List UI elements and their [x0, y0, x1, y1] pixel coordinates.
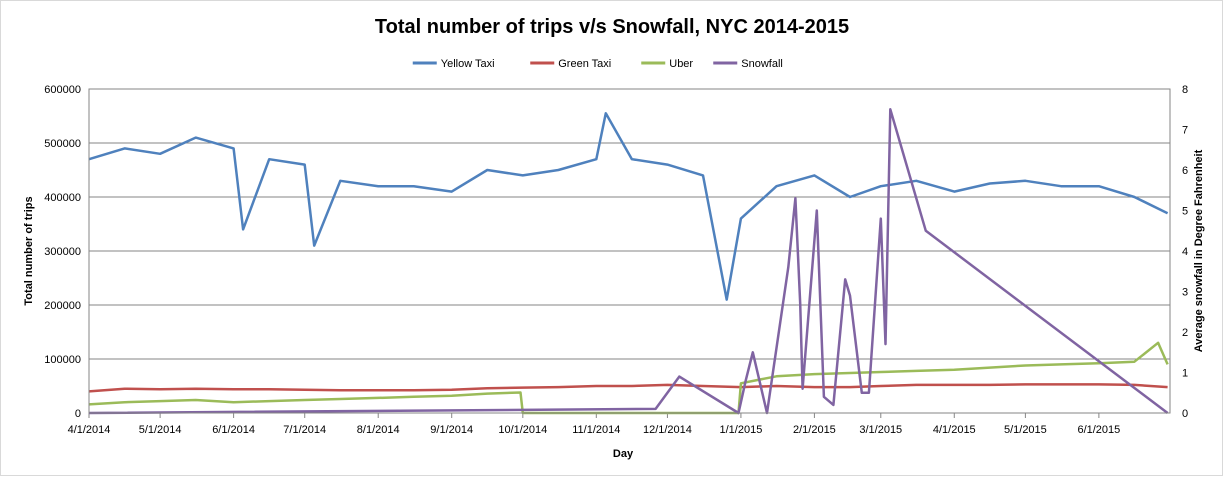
- series-line-yellow-taxi: [88, 112, 1169, 301]
- y-tick-label: 600000: [44, 84, 81, 96]
- y2-tick-label: 8: [1182, 84, 1188, 96]
- x-tick-label: 5/1/2015: [1004, 424, 1047, 436]
- y-axis-title: Total number of trips: [23, 196, 35, 305]
- series-line-uber: [88, 341, 1169, 415]
- plot-area-border: [88, 88, 1171, 414]
- legend-label: Uber: [669, 58, 693, 70]
- x-tick-label: 3/1/2015: [859, 424, 902, 436]
- y-tick-label: 500000: [44, 138, 81, 150]
- x-axis-title: Day: [613, 448, 634, 460]
- y2-axis-ticks: 0 1 2 3 4 5 6 7 8: [1182, 84, 1188, 420]
- legend-label: Green Taxi: [558, 58, 611, 70]
- x-tick-label: 9/1/2014: [430, 424, 473, 436]
- legend: Yellow Taxi Green Taxi Uber Snowfall: [412, 58, 783, 70]
- y2-tick-label: 1: [1182, 368, 1188, 380]
- x-tick-label: 12/1/2014: [643, 424, 692, 436]
- y2-axis-title: Average snowfall in Degree Fahrenheit: [1193, 149, 1205, 352]
- series-line-snowfall: [88, 108, 1169, 415]
- x-tick-label: 2/1/2015: [793, 424, 836, 436]
- x-tick-label: 8/1/2014: [357, 424, 400, 436]
- legend-label: Yellow Taxi: [441, 58, 495, 70]
- y-tick-label: 400000: [44, 192, 81, 204]
- y2-tick-label: 4: [1182, 246, 1188, 258]
- y-tick-label: 100000: [44, 354, 81, 366]
- y-tick-label: 0: [75, 408, 81, 420]
- x-tick-label: 6/1/2015: [1077, 424, 1120, 436]
- x-tick-label: 6/1/2014: [212, 424, 255, 436]
- legend-label: Snowfall: [741, 58, 783, 70]
- y2-tick-label: 0: [1182, 408, 1188, 420]
- y2-tick-label: 3: [1182, 287, 1188, 299]
- y2-tick-label: 7: [1182, 125, 1188, 137]
- y2-tick-label: 2: [1182, 327, 1188, 339]
- x-axis-ticks: 4/1/2014 5/1/2014 6/1/2014 7/1/2014 8/1/2014…: [68, 413, 1120, 436]
- x-tick-label: 4/1/2014: [68, 424, 111, 436]
- chart-title: Total number of trips v/s Snowfall, NYC …: [375, 16, 849, 38]
- x-tick-label: 11/1/2014: [572, 424, 620, 436]
- x-tick-label: 10/1/2014: [498, 424, 547, 436]
- y-tick-label: 200000: [44, 300, 81, 312]
- y2-tick-label: 5: [1182, 206, 1188, 218]
- y-tick-label: 300000: [44, 246, 81, 258]
- y2-tick-label: 6: [1182, 165, 1188, 177]
- x-tick-label: 4/1/2015: [933, 424, 976, 436]
- x-tick-label: 7/1/2014: [283, 424, 326, 436]
- x-tick-label: 5/1/2014: [139, 424, 182, 436]
- x-tick-label: 1/1/2015: [720, 424, 763, 436]
- series-line-green-taxi: [88, 383, 1168, 393]
- series-lines: [88, 108, 1169, 415]
- gridlines: [89, 88, 1170, 360]
- y-axis-ticks: 0 100000 200000 300000 400000 500000 600000: [44, 84, 81, 420]
